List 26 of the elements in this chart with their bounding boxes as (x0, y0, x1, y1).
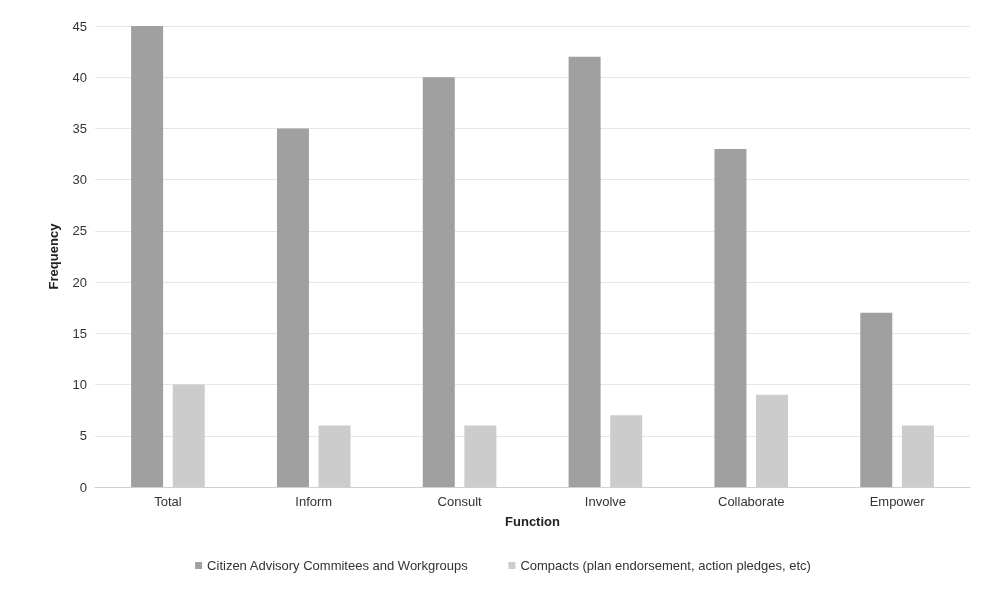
bar (860, 312, 893, 487)
y-tick-label: 30 (72, 172, 87, 188)
legend-label: Compacts (plan endorsement, action pledges, etc) (520, 558, 811, 573)
legend-label: Citizen Advisory Commitees and Workgroups (207, 558, 469, 573)
x-tick-label: Empower (869, 494, 926, 509)
x-axis-title: Function (505, 514, 560, 529)
y-axis-title: Frequency (46, 222, 61, 290)
bar (422, 77, 455, 487)
y-tick-label: 5 (79, 428, 87, 444)
x-tick-label: Consult (437, 494, 483, 509)
y-tick-label: 35 (72, 120, 87, 136)
y-tick-label: 15 (72, 325, 87, 341)
x-tick-label: Involve (584, 494, 627, 509)
y-tick-label: 45 (72, 18, 87, 34)
bar (276, 128, 309, 487)
x-tick-label: Inform (295, 494, 333, 509)
y-tick-label: 25 (72, 223, 87, 239)
x-tick-label: Total (154, 494, 182, 509)
bar (131, 26, 164, 487)
x-tick-label: Collaborate (718, 494, 785, 509)
y-tick-label: 10 (72, 377, 87, 393)
bar (568, 56, 601, 487)
bar (714, 148, 747, 487)
y-tick-label: 0 (79, 479, 87, 495)
y-tick-label: 20 (72, 274, 87, 290)
y-tick-label: 40 (72, 69, 87, 85)
